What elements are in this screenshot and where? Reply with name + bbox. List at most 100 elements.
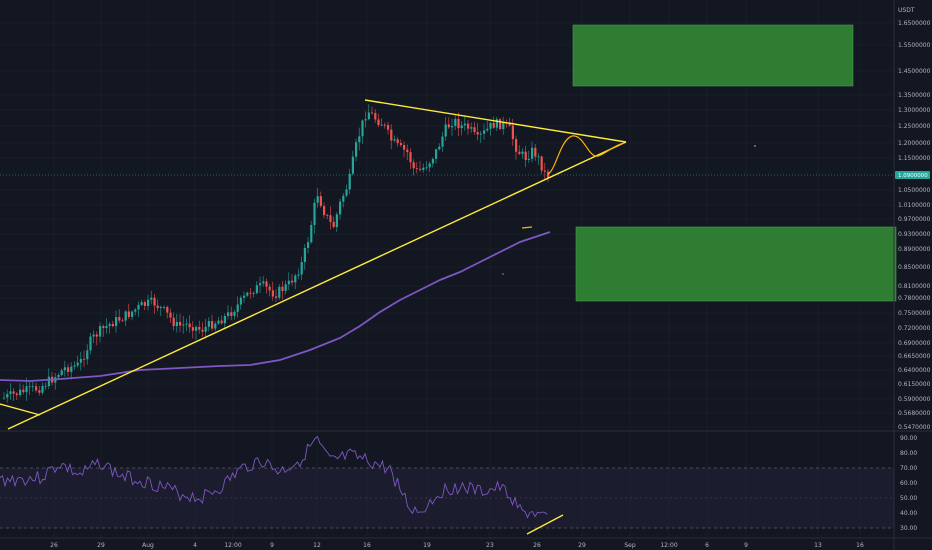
candle-body bbox=[220, 320, 223, 324]
candle-body bbox=[140, 302, 143, 305]
candle-body bbox=[540, 156, 543, 171]
price-tick-label: 0.5900000 bbox=[898, 396, 931, 403]
candle-body bbox=[89, 336, 92, 351]
candle-body bbox=[291, 280, 294, 283]
price-tick-label: 1.0500000 bbox=[898, 187, 931, 194]
main-grid bbox=[0, 0, 894, 538]
candle-body bbox=[185, 323, 188, 325]
price-tick-label: 0.7800000 bbox=[898, 295, 931, 302]
main-price-pane[interactable] bbox=[0, 0, 897, 538]
time-tick-label: 12 bbox=[313, 542, 321, 549]
candle-body bbox=[191, 327, 194, 331]
candle-body bbox=[457, 118, 460, 129]
candle-body bbox=[188, 323, 191, 328]
rsi-trendline[interactable] bbox=[526, 514, 564, 535]
candle-body bbox=[463, 123, 466, 126]
candle-body bbox=[415, 168, 418, 169]
candle-body bbox=[230, 312, 233, 316]
time-tick-label: Aug bbox=[142, 542, 154, 549]
candle-body bbox=[527, 158, 530, 160]
candle-body bbox=[438, 146, 441, 150]
candle-body bbox=[28, 386, 31, 388]
candle-body bbox=[118, 317, 121, 321]
candle-body bbox=[396, 139, 399, 144]
candle-body bbox=[547, 171, 550, 179]
resistance-trendline[interactable] bbox=[364, 99, 627, 143]
projected-path[interactable] bbox=[547, 135, 625, 175]
candle-body bbox=[492, 122, 495, 128]
candle-body bbox=[249, 292, 252, 294]
candle-body bbox=[467, 123, 470, 129]
candle-body bbox=[460, 125, 463, 129]
candle-body bbox=[518, 151, 521, 154]
price-tick-label: 1.0100000 bbox=[898, 202, 931, 209]
candle-body bbox=[454, 118, 457, 126]
candle-body bbox=[431, 158, 434, 164]
candle-body bbox=[502, 122, 505, 129]
price-axis[interactable]: USDT 1.6500000 1.5500000 1.4500000 1.350000… bbox=[893, 0, 931, 550]
candle-body bbox=[422, 167, 425, 170]
candle-body bbox=[76, 362, 79, 366]
price-tick-label: 1.3500000 bbox=[898, 92, 931, 99]
candle-body bbox=[124, 311, 127, 321]
lower-target-zone[interactable] bbox=[575, 226, 897, 302]
candle-body bbox=[499, 119, 502, 129]
upper-target-zone[interactable] bbox=[572, 24, 854, 87]
time-axis[interactable]: 26 29 Aug 4 12:00 9 12 16 19 23 26 29 Sep 12:00 6 9 13 16 bbox=[0, 537, 932, 549]
small-orange-mark bbox=[521, 226, 533, 229]
candle-body bbox=[489, 122, 492, 129]
time-tick-label: 9 bbox=[270, 542, 274, 549]
candle-body bbox=[25, 386, 28, 393]
time-tick-label: 6 bbox=[705, 542, 709, 549]
candle-body bbox=[70, 366, 73, 372]
candle-body bbox=[406, 149, 409, 153]
candle-body bbox=[294, 275, 297, 283]
candle-body bbox=[300, 262, 303, 275]
candle-body bbox=[44, 386, 47, 387]
candle-body bbox=[9, 391, 12, 395]
candle-body bbox=[83, 358, 86, 360]
rsi-pane[interactable]: 90.00 80.00 70.00 60.00 50.00 40.00 30.00 bbox=[0, 430, 932, 535]
price-tick-label: 1.2000000 bbox=[898, 140, 931, 147]
time-tick-label: 13 bbox=[814, 542, 822, 549]
candle-body bbox=[287, 280, 290, 285]
price-tick-label: 0.5470000 bbox=[898, 424, 931, 431]
time-tick-label: 26 bbox=[533, 542, 541, 549]
candle-body bbox=[179, 321, 182, 326]
candle-body bbox=[99, 326, 102, 337]
candle-body bbox=[275, 296, 278, 298]
time-tick-label: 9 bbox=[744, 542, 748, 549]
candle-body bbox=[377, 119, 380, 126]
small-left-trendline[interactable] bbox=[0, 403, 41, 416]
candle-body bbox=[131, 311, 134, 317]
candle-body bbox=[521, 151, 524, 154]
candle-body bbox=[195, 326, 198, 331]
rsi-tick-labels: 90.00 80.00 70.00 60.00 50.00 40.00 30.00 bbox=[900, 435, 917, 532]
candle-body bbox=[351, 156, 354, 174]
candle-body bbox=[73, 365, 76, 367]
candle-body bbox=[390, 129, 393, 141]
price-tick-label: 0.5680000 bbox=[898, 410, 931, 417]
candle-body bbox=[166, 306, 169, 313]
candle-body bbox=[79, 358, 82, 363]
candle-body bbox=[127, 311, 130, 317]
candle-body bbox=[515, 139, 518, 152]
candle-body bbox=[345, 189, 348, 196]
candle-body bbox=[483, 130, 486, 134]
candle-body bbox=[323, 206, 326, 216]
candle-body bbox=[403, 145, 406, 150]
candle-body bbox=[268, 286, 271, 291]
rsi-tick-label: 50.00 bbox=[900, 495, 917, 502]
support-trendline[interactable] bbox=[7, 141, 627, 430]
candle-body bbox=[374, 113, 377, 120]
candle-body bbox=[255, 285, 258, 294]
candle-body bbox=[239, 297, 242, 305]
candle-body bbox=[102, 326, 105, 328]
candle-body bbox=[361, 120, 364, 137]
candle-body bbox=[6, 394, 9, 398]
candle-body bbox=[367, 112, 370, 120]
price-tick-label: 1.5500000 bbox=[898, 42, 931, 49]
rsi-tick-label: 70.00 bbox=[900, 465, 917, 472]
candle-body bbox=[41, 386, 44, 393]
